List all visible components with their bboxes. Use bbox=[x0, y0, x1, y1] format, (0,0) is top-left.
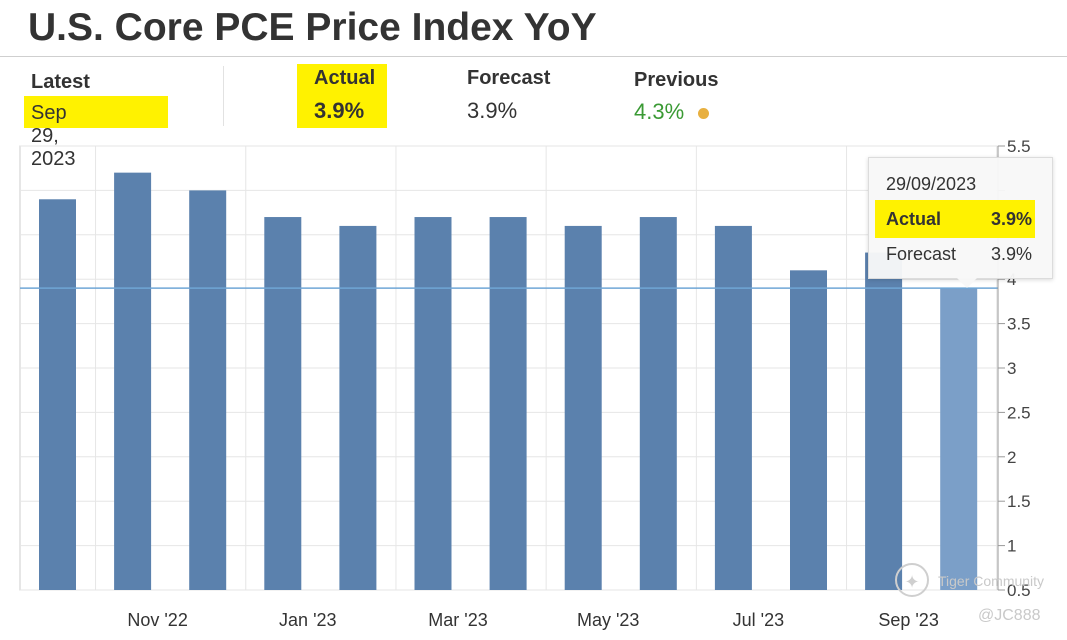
bar bbox=[339, 225, 377, 591]
tooltip-forecast-value: 3.9% bbox=[990, 244, 1032, 264]
chart-bars bbox=[39, 172, 978, 591]
page-title: U.S. Core PCE Price Index YoY bbox=[28, 6, 597, 49]
tooltip-date: 29/09/2023 bbox=[886, 174, 977, 194]
tooltip-actual-label: Actual bbox=[886, 209, 942, 229]
revision-dot-icon bbox=[698, 108, 709, 119]
summary-divider bbox=[223, 66, 224, 126]
previous-value: 4.3% bbox=[634, 99, 685, 124]
bar bbox=[790, 270, 827, 590]
bar bbox=[264, 217, 302, 591]
actual-value: 3.9% bbox=[314, 98, 365, 123]
bar bbox=[639, 217, 677, 591]
bar bbox=[114, 172, 152, 590]
tooltip-actual-highlight bbox=[875, 200, 1035, 238]
y-tick-label: 4 bbox=[1007, 270, 1016, 289]
x-tick-label: Jan '23 bbox=[279, 610, 336, 630]
y-tick-label: 0.5 bbox=[1007, 581, 1031, 600]
actual-highlight bbox=[297, 64, 387, 128]
y-tick-label: 5.5 bbox=[1007, 137, 1031, 156]
bar bbox=[564, 225, 602, 591]
x-tick-label: May '23 bbox=[577, 610, 639, 630]
title-divider bbox=[0, 56, 1067, 57]
y-tick-label: 2.5 bbox=[1007, 403, 1031, 422]
y-tick-label: 3.5 bbox=[1007, 315, 1031, 334]
x-tick-label: Mar '23 bbox=[428, 610, 487, 630]
actual-label: Actual bbox=[314, 67, 376, 89]
chart-tooltip: 29/09/2023 Actual 3.9% Forecast 3.9% bbox=[868, 157, 1053, 288]
watermark-handle: @JC888 bbox=[978, 607, 1041, 624]
x-tick-label: Jul '23 bbox=[733, 610, 784, 630]
tooltip-actual-value: 3.9% bbox=[990, 209, 1032, 229]
x-tick-label: Nov '22 bbox=[127, 610, 187, 630]
bar bbox=[189, 190, 227, 590]
bar bbox=[940, 288, 978, 590]
bar bbox=[489, 217, 527, 591]
bar bbox=[865, 252, 903, 590]
bar bbox=[414, 217, 452, 591]
previous-label: Previous bbox=[634, 69, 719, 91]
latest-date-highlight bbox=[24, 96, 168, 128]
tiger-logo-icon: ✦ bbox=[895, 563, 929, 597]
bar bbox=[39, 199, 76, 590]
y-tick-label: 1 bbox=[1007, 537, 1016, 556]
y-tick-label: 3 bbox=[1007, 359, 1016, 378]
latest-release-date: Sep 29, 2023 bbox=[31, 102, 76, 170]
y-tick-label: 1.5 bbox=[1007, 492, 1031, 511]
forecast-label: Forecast bbox=[467, 67, 551, 89]
tooltip-forecast-label: Forecast bbox=[886, 244, 957, 264]
x-tick-label: Sep '23 bbox=[878, 610, 939, 630]
y-tick-label: 2 bbox=[1007, 448, 1016, 467]
forecast-value: 3.9% bbox=[467, 98, 518, 123]
x-axis-ticks: Nov '22 Jan '23 Mar '23 May '23 Jul '23 Sep '… bbox=[127, 610, 938, 630]
watermark-brand: Tiger Community bbox=[938, 573, 1045, 589]
bar bbox=[714, 225, 752, 591]
